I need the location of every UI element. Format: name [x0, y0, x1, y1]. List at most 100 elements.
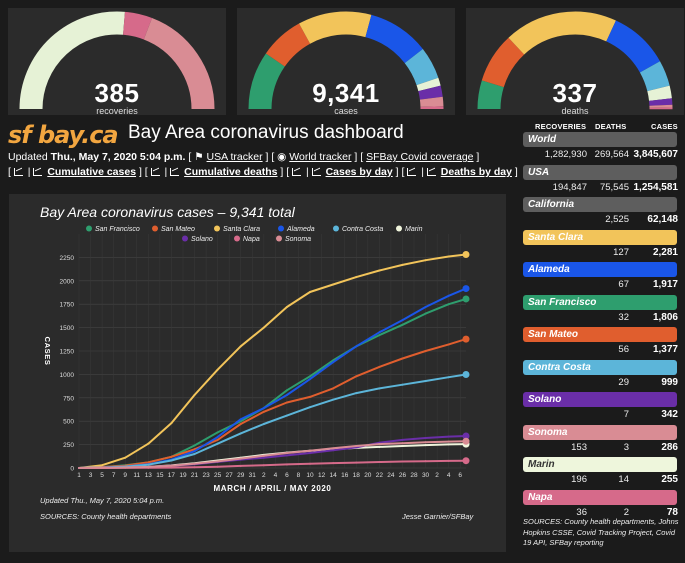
- data-point[interactable]: [216, 460, 219, 463]
- data-point[interactable]: [170, 422, 173, 425]
- data-point[interactable]: [309, 462, 312, 465]
- data-point[interactable]: [378, 269, 381, 272]
- legend-label[interactable]: San Francisco: [95, 226, 140, 233]
- data-point[interactable]: [193, 452, 196, 455]
- data-point[interactable]: [216, 436, 219, 439]
- data-point[interactable]: [285, 463, 288, 466]
- legend-label[interactable]: Marin: [405, 226, 423, 233]
- series-line[interactable]: [78, 373, 467, 469]
- data-point[interactable]: [193, 393, 196, 396]
- data-point[interactable]: [424, 460, 427, 463]
- data-point[interactable]: [447, 440, 450, 443]
- data-point[interactable]: [285, 393, 288, 396]
- usa-tracker-link[interactable]: USA tracker: [206, 151, 263, 163]
- data-point[interactable]: [262, 423, 265, 426]
- data-point[interactable]: [285, 401, 288, 404]
- data-point[interactable]: [124, 456, 127, 459]
- data-point[interactable]: [447, 376, 450, 379]
- data-point[interactable]: [401, 442, 404, 445]
- data-point[interactable]: [378, 365, 381, 368]
- data-point[interactable]: [309, 406, 312, 409]
- data-point[interactable]: [424, 379, 427, 382]
- data-point[interactable]: [285, 454, 288, 457]
- data-point[interactable]: [462, 432, 470, 440]
- data-point[interactable]: [462, 295, 470, 303]
- data-point[interactable]: [378, 387, 381, 390]
- data-point[interactable]: [285, 306, 288, 309]
- data-point[interactable]: [262, 456, 265, 459]
- sfbay-covid-link[interactable]: SFBay Covid coverage: [366, 151, 474, 163]
- data-point[interactable]: [355, 392, 358, 395]
- series-line[interactable]: [78, 287, 467, 469]
- data-point[interactable]: [285, 389, 288, 392]
- legend-label[interactable]: San Mateo: [161, 226, 195, 233]
- data-point[interactable]: [239, 345, 242, 348]
- data-point[interactable]: [309, 375, 312, 378]
- data-point[interactable]: [355, 461, 358, 464]
- data-point[interactable]: [378, 334, 381, 337]
- data-point[interactable]: [309, 291, 312, 294]
- data-point[interactable]: [309, 452, 312, 455]
- data-point[interactable]: [124, 466, 127, 469]
- data-point[interactable]: [332, 283, 335, 286]
- data-point[interactable]: [216, 438, 219, 441]
- data-point[interactable]: [424, 350, 427, 352]
- data-point[interactable]: [239, 457, 242, 460]
- data-point[interactable]: [262, 454, 265, 457]
- data-point[interactable]: [332, 449, 335, 452]
- data-point[interactable]: [401, 319, 404, 322]
- data-point[interactable]: [424, 441, 427, 444]
- data-point[interactable]: [447, 343, 450, 346]
- series-line[interactable]: [78, 253, 467, 469]
- data-point[interactable]: [170, 464, 173, 467]
- legend-label[interactable]: Napa: [243, 236, 260, 243]
- data-point[interactable]: [170, 459, 173, 462]
- data-point[interactable]: [170, 466, 173, 469]
- data-point[interactable]: [401, 263, 404, 266]
- world-tracker-link[interactable]: World tracker: [289, 151, 352, 163]
- data-point[interactable]: [147, 442, 150, 445]
- data-point[interactable]: [332, 398, 335, 401]
- data-point[interactable]: [309, 378, 312, 381]
- data-point[interactable]: [462, 457, 470, 465]
- data-point[interactable]: [239, 432, 242, 435]
- cumulative-deaths-link[interactable]: Cumulative deaths: [184, 166, 278, 178]
- data-point[interactable]: [216, 465, 219, 468]
- sfbay-logo[interactable]: sf bay.ca: [8, 121, 122, 150]
- data-point[interactable]: [332, 462, 335, 465]
- legend-label[interactable]: Solano: [191, 236, 213, 243]
- data-point[interactable]: [355, 445, 358, 448]
- data-point[interactable]: [78, 467, 80, 469]
- data-point[interactable]: [170, 455, 173, 458]
- deaths-by-day-link[interactable]: Deaths by day: [440, 166, 512, 178]
- data-point[interactable]: [216, 368, 219, 371]
- data-point[interactable]: [378, 461, 381, 464]
- data-point[interactable]: [332, 447, 335, 450]
- data-point[interactable]: [424, 259, 427, 262]
- data-point[interactable]: [378, 443, 381, 446]
- series-line[interactable]: [78, 338, 467, 469]
- data-point[interactable]: [262, 407, 265, 410]
- data-point[interactable]: [462, 335, 470, 343]
- data-point[interactable]: [101, 464, 104, 467]
- data-point[interactable]: [262, 464, 265, 467]
- legend-label[interactable]: Santa Clara: [223, 226, 260, 233]
- data-point[interactable]: [401, 460, 404, 463]
- data-point[interactable]: [262, 326, 265, 329]
- cumulative-cases-link[interactable]: Cumulative cases: [47, 166, 137, 178]
- data-point[interactable]: [401, 438, 404, 441]
- data-point[interactable]: [447, 459, 450, 462]
- data-point[interactable]: [239, 423, 242, 426]
- data-point[interactable]: [309, 395, 312, 398]
- data-point[interactable]: [462, 250, 470, 258]
- data-point[interactable]: [239, 464, 242, 467]
- data-point[interactable]: [285, 452, 288, 455]
- data-point[interactable]: [447, 303, 450, 306]
- data-point[interactable]: [193, 466, 196, 469]
- data-point[interactable]: [401, 357, 404, 360]
- data-point[interactable]: [424, 444, 427, 447]
- series-line[interactable]: [78, 440, 467, 469]
- data-point[interactable]: [355, 375, 358, 378]
- data-point[interactable]: [147, 463, 150, 466]
